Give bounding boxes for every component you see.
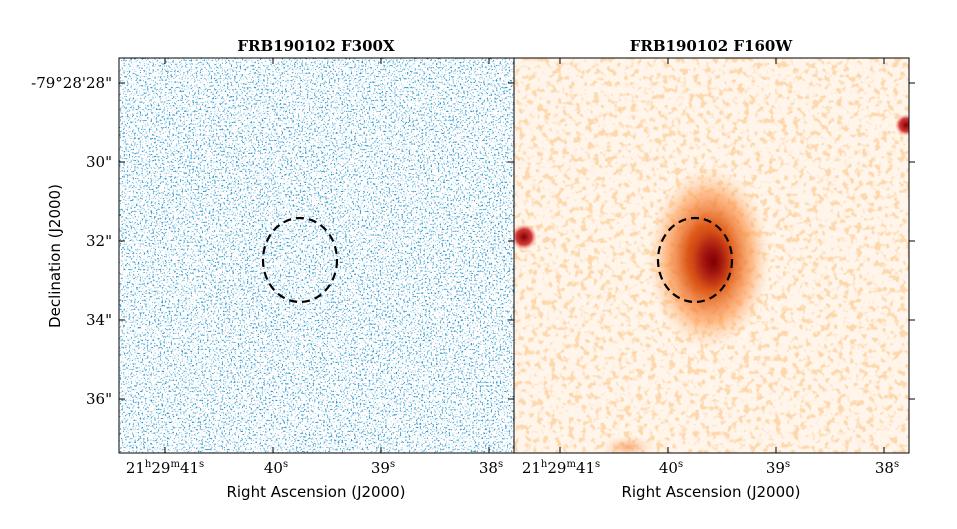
y-tick-label: 32" (86, 232, 112, 250)
x-tick-label: 21h29m41s (522, 459, 600, 477)
axis-ticks (119, 58, 915, 453)
x-tick-label: 39s (371, 459, 395, 477)
x-tick-label: 38s (479, 459, 503, 477)
panel-f160w-ellipse (656, 216, 734, 304)
y-tick-label: 34" (86, 311, 112, 329)
x-tick-label: 21h29m41s (126, 459, 204, 477)
x-axis-label-left: Right Ascension (J2000) (226, 483, 405, 501)
faint-blob-bottom (600, 435, 656, 453)
y-axis-label: Declination (J2000) (46, 184, 64, 328)
y-tick-labels: -79°28'28" 30" 32" 34" 36" (31, 74, 112, 408)
y-tick-label: 36" (86, 390, 112, 408)
star-left (514, 224, 537, 250)
star-right (895, 114, 909, 136)
panel-f300x (119, 58, 514, 453)
panel-f300x-noise (119, 58, 514, 453)
x-tick-label: 40s (264, 459, 288, 477)
panel-f160w (514, 58, 909, 453)
panel-title-f300x: FRB190102 F300X (237, 37, 395, 55)
x-axis-label-right: Right Ascension (J2000) (621, 483, 800, 501)
panel-title-f160w: FRB190102 F160W (630, 37, 794, 55)
host-galaxy-core (694, 232, 734, 292)
y-tick-label: -79°28'28" (31, 74, 112, 92)
panel-f160w-frame (513, 57, 910, 454)
y-tick-label: 30" (86, 153, 112, 171)
x-tick-labels-left: 21h29m41s 40s 39s 38s (126, 459, 503, 477)
x-tick-labels-right: 21h29m41s 40s 39s 38s (522, 459, 899, 477)
x-tick-label: 39s (766, 459, 790, 477)
x-tick-label: 38s (875, 459, 899, 477)
x-tick-label: 40s (659, 459, 683, 477)
panel-f300x-ellipse (261, 216, 339, 304)
